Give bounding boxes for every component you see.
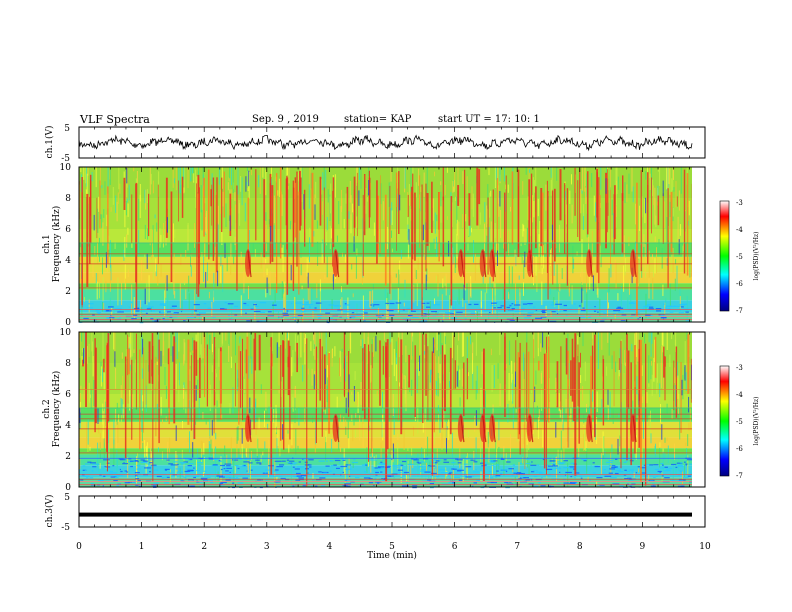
ch1-spectrogram-ylabel-channel: ch.1 (42, 234, 52, 253)
x-tick-0: 0 (76, 542, 82, 552)
x-tick-7: 7 (514, 542, 520, 552)
ch3-y-tick-top: 5 (64, 493, 70, 503)
x-tick-1: 1 (139, 542, 145, 552)
ch2-colorbar-tick-m4: -4 (736, 391, 743, 399)
x-tick-5: 5 (389, 542, 395, 552)
ch1-waveform-panel: 5 -5 ch.1(V) (44, 124, 706, 164)
ch3-waveform-ylabel: ch.3(V) (44, 495, 55, 528)
ch2-freq-tick-6: 6 (65, 390, 71, 400)
start-time-label: start UT = 17: 10: 1 (438, 114, 540, 125)
station-label: station= KAP (344, 114, 412, 125)
ch1-freq-tick-8: 8 (65, 194, 71, 204)
x-tick-4: 4 (327, 542, 333, 552)
ch3-waveform-trace (79, 512, 692, 517)
ch2-freq-tick-2: 2 (65, 452, 71, 462)
ch2-colorbar-tick-m3: -3 (736, 364, 743, 372)
ch1-spectrogram-panel: 0 2 4 6 8 10 ch.1 Frequency (kHz) (42, 163, 706, 328)
ch2-colorbar-gradient (719, 365, 730, 477)
ch1-colorbar-label: log(PSD)(V²/Hz) (753, 232, 760, 281)
ch2-colorbar-tick-m5: -5 (736, 418, 743, 426)
x-axis: 0 1 2 3 4 5 6 7 8 9 10 Time (min) (76, 542, 711, 561)
ch1-waveform-trace (78, 134, 693, 152)
ch2-spectrogram-ticks (78, 332, 706, 487)
ch1-freq-tick-6: 6 (65, 225, 71, 235)
ch1-waveform-ylabel: ch.1(V) (44, 126, 55, 159)
ch2-freq-tick-8: 8 (65, 359, 71, 369)
x-axis-label: Time (min) (367, 550, 417, 561)
date-label: Sep. 9 , 2019 (252, 114, 319, 125)
ch3-waveform-panel: 5 -5 ch.3(V) (44, 493, 706, 533)
ch3-waveform-ticks (78, 496, 706, 527)
ch2-spectrogram-panel: 0 2 4 6 8 10 ch.2 Frequency (kHz) (42, 328, 706, 493)
ch2-freq-tick-4: 4 (65, 421, 71, 431)
x-tick-9: 9 (640, 542, 646, 552)
ch1-colorbar-tick-m7: -7 (736, 307, 743, 315)
ch1-y-tick-top: 5 (64, 124, 70, 134)
ch2-colorbar-tick-m7: -7 (736, 472, 743, 480)
ch1-colorbar-tick-m5: -5 (736, 253, 743, 261)
ch2-spectrogram-image (79, 332, 705, 489)
ch1-colorbar-gradient (719, 200, 730, 312)
ch1-colorbar: -3 -4 -5 -6 -7 log(PSD)(V²/Hz) (719, 199, 760, 315)
x-tick-2: 2 (201, 542, 207, 552)
ch1-y-tick-bottom: -5 (61, 154, 70, 164)
ch1-freq-tick-2: 2 (65, 287, 71, 297)
ch2-freq-tick-0: 0 (65, 483, 71, 493)
ch1-freq-tick-4: 4 (65, 256, 71, 266)
ch3-y-tick-bottom: -5 (61, 523, 70, 533)
ch2-colorbar-tick-m6: -6 (736, 445, 743, 453)
x-tick-10: 10 (699, 542, 711, 552)
ch2-colorbar: -3 -4 -5 -6 -7 log(PSD)(V²/Hz) (719, 364, 760, 480)
ch1-colorbar-tick-m3: -3 (736, 199, 743, 207)
ch1-freq-tick-0: 0 (65, 318, 71, 328)
ch1-spectrogram-ticks (78, 167, 706, 322)
ch2-freq-tick-10: 10 (60, 328, 72, 338)
figure-title: VLF Spectra (80, 113, 150, 126)
ch1-spectrogram-ylabel-frequency: Frequency (kHz) (51, 206, 62, 283)
ch2-spectrogram-ylabel-channel: ch.2 (42, 399, 52, 418)
ch1-colorbar-tick-m4: -4 (736, 226, 743, 234)
ch1-colorbar-tick-m6: -6 (736, 280, 743, 288)
x-tick-8: 8 (577, 542, 583, 552)
x-tick-3: 3 (264, 542, 270, 552)
ch1-waveform-ticks (78, 127, 706, 158)
ch1-spectrogram-image (79, 167, 705, 324)
x-tick-6: 6 (452, 542, 458, 552)
ch2-spectrogram-ylabel-frequency: Frequency (kHz) (51, 371, 62, 448)
ch2-colorbar-label: log(PSD)(V²/Hz) (753, 397, 760, 446)
ch1-freq-tick-10: 10 (60, 163, 72, 173)
